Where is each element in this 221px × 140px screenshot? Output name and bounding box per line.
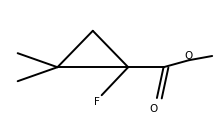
- Text: O: O: [185, 51, 193, 61]
- Text: O: O: [149, 104, 158, 114]
- Text: F: F: [94, 97, 100, 107]
